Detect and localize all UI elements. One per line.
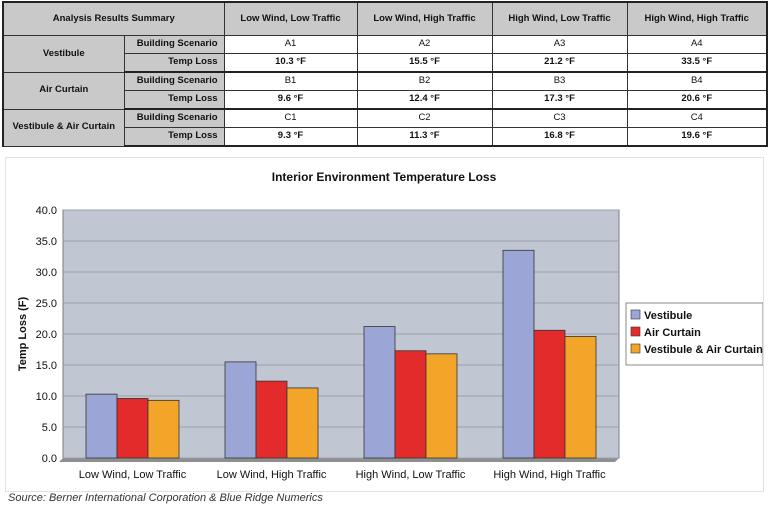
row-label: Building Scenario — [123, 71, 225, 91]
group-label: Vestibule & Air Curtain — [2, 108, 125, 147]
legend-label: Vestibule & Air Curtain — [644, 344, 763, 356]
table-cell: B1 — [223, 71, 358, 91]
table-cell: B4 — [626, 71, 768, 91]
y-tick-label: 5.0 — [42, 422, 57, 434]
x-tick-label: High Wind, High Traffic — [493, 469, 606, 481]
table-row: Temp Loss 9.3 °F 11.3 °F 16.8 °F 19.6 °F — [3, 127, 768, 147]
legend-swatch — [630, 309, 641, 320]
table-cell: B3 — [491, 71, 628, 91]
table-cell: C1 — [223, 108, 358, 128]
table-cell: C2 — [356, 108, 493, 128]
table-cell: A1 — [223, 35, 358, 54]
bar — [502, 249, 535, 459]
table-cell: 9.3 °F — [223, 127, 358, 147]
table-title: Analysis Results Summary — [1, 1, 225, 36]
bar — [224, 361, 257, 459]
bar — [116, 398, 149, 459]
bar — [363, 326, 396, 459]
results-summary-table: Analysis Results Summary Low Wind, Low T… — [1, 1, 768, 147]
table-cell: 33.5 °F — [626, 53, 768, 73]
y-tick-label: 20.0 — [36, 329, 57, 341]
table-cell: 12.4 °F — [356, 90, 493, 110]
row-label: Building Scenario — [123, 108, 225, 128]
bar — [564, 336, 597, 459]
column-header: Low Wind, High Traffic — [356, 1, 493, 36]
column-header: Low Wind, Low Traffic — [223, 1, 358, 36]
y-tick-label: 25.0 — [36, 298, 57, 310]
table-cell: C3 — [491, 108, 628, 128]
y-tick-label: 10.0 — [36, 391, 57, 403]
table-cell: A3 — [491, 35, 628, 54]
y-tick-label: 40.0 — [36, 205, 57, 217]
legend-swatch — [630, 326, 641, 337]
row-label: Building Scenario — [123, 35, 225, 54]
table-row: Temp Loss 9.6 °F 12.4 °F 17.3 °F 20.6 °F — [3, 90, 768, 110]
y-axis-label: Temp Loss (F) — [17, 296, 29, 371]
table-cell: 16.8 °F — [491, 127, 628, 147]
legend-swatch — [630, 343, 641, 354]
table-cell: A2 — [356, 35, 493, 54]
source-caption: Source: Berner International Corporation… — [8, 492, 323, 504]
chart-title: Interior Environment Temperature Loss — [272, 170, 497, 184]
table-row: Vestibule & Air Curtain Building Scenari… — [2, 108, 768, 147]
table-cell: B2 — [356, 71, 493, 91]
bar — [147, 399, 180, 459]
table-header-row: Analysis Results Summary Low Wind, Low T… — [1, 1, 768, 36]
bar — [394, 350, 427, 459]
x-tick-label: Low Wind, High Traffic — [217, 469, 327, 481]
table-row: Vestibule Building Scenario A1 A2 A3 A4 — [2, 35, 768, 73]
y-tick-label: 0.0 — [42, 453, 57, 465]
y-tick-label: 35.0 — [36, 236, 57, 248]
table-cell: 19.6 °F — [626, 127, 768, 147]
x-tick-label: Low Wind, Low Traffic — [79, 469, 187, 481]
bar — [533, 329, 566, 459]
column-header: High Wind, High Traffic — [626, 1, 768, 36]
table-row: Temp Loss 10.3 °F 15.5 °F 21.2 °F 33.5 °… — [3, 53, 768, 73]
table-cell: 11.3 °F — [356, 127, 493, 147]
group-label: Vestibule — [2, 35, 125, 73]
chart-canvas: Interior Environment Temperature Loss 0.0… — [17, 170, 763, 481]
column-header: High Wind, Low Traffic — [491, 1, 628, 36]
table-row: Air Curtain Building Scenario B1 B2 B3 B… — [2, 71, 768, 110]
group-label: Air Curtain — [2, 71, 125, 110]
y-tick-label: 30.0 — [36, 267, 57, 279]
table-cell: 15.5 °F — [356, 53, 493, 73]
table-cell: A4 — [626, 35, 768, 54]
temperature-loss-chart: Interior Environment Temperature Loss 0.0… — [5, 157, 764, 492]
bar — [286, 387, 319, 459]
table-cell: C4 — [626, 108, 768, 128]
table-cell: 17.3 °F — [491, 90, 628, 110]
bar — [85, 393, 118, 459]
table-cell: 9.6 °F — [223, 90, 358, 110]
table-cell: 10.3 °F — [223, 53, 358, 73]
y-tick-label: 15.0 — [36, 360, 57, 372]
x-tick-label: High Wind, Low Traffic — [356, 469, 466, 481]
legend-label: Air Curtain — [644, 327, 701, 339]
row-label: Temp Loss — [123, 90, 225, 110]
plot-floor — [59, 458, 619, 462]
row-label: Temp Loss — [123, 53, 225, 73]
table-cell: 21.2 °F — [491, 53, 628, 73]
legend-box — [625, 302, 763, 366]
table-cell: 20.6 °F — [626, 90, 768, 110]
legend-label: Vestibule — [644, 310, 692, 322]
row-label: Temp Loss — [123, 127, 225, 147]
bar — [255, 380, 288, 459]
bar — [425, 353, 458, 459]
